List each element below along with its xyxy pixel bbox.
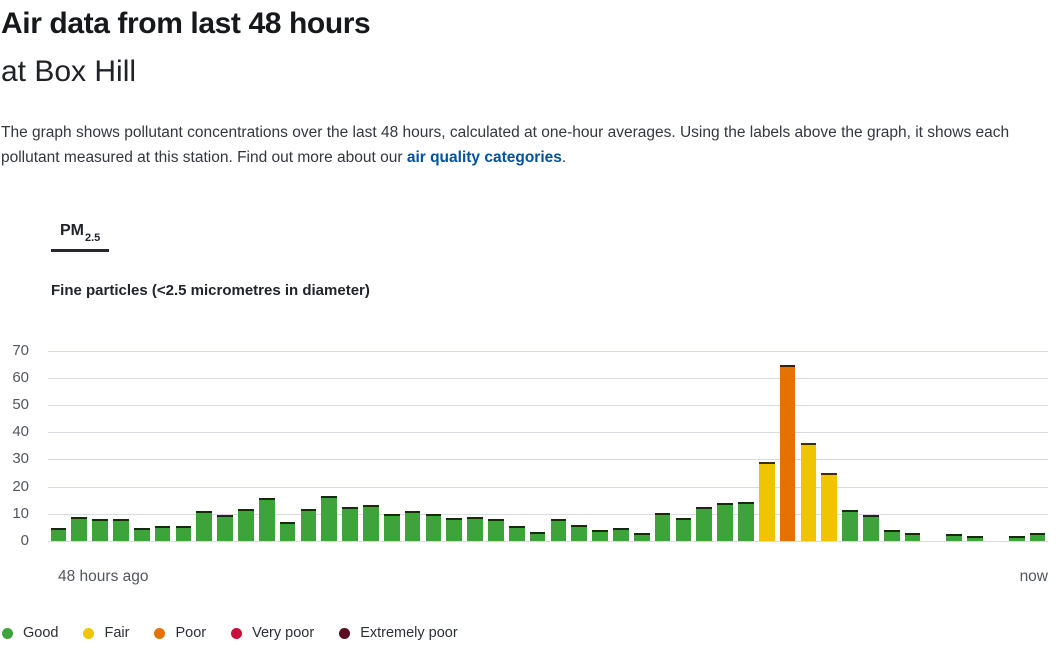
bar-hour-23-good[interactable]: [508, 526, 525, 542]
bar-hour-20-good[interactable]: [446, 518, 463, 542]
bar-hour-37-fair[interactable]: [800, 443, 817, 542]
bar-hour-44-good[interactable]: [946, 534, 963, 542]
bar-hour-8-good[interactable]: [196, 511, 213, 542]
bar-hour-36-poor[interactable]: [779, 364, 796, 542]
bar-hour-4-good[interactable]: [113, 519, 129, 542]
legend-label-fair: Fair: [104, 625, 130, 642]
legend-swatch-poor: [154, 627, 166, 639]
bar-hour-18-good[interactable]: [404, 511, 421, 542]
gridline-40: [48, 432, 1048, 434]
bar-hour-30-good[interactable]: [654, 512, 671, 542]
legend-label-extremely_poor: Extremely poor: [360, 625, 458, 642]
x-axis-end-label: now: [1019, 568, 1048, 586]
legend-item-fair: Fair: [83, 625, 129, 641]
y-tick-label-50: 50: [12, 396, 29, 414]
description: The graph shows pollutant concentrations…: [1, 120, 1060, 170]
y-tick-label-40: 40: [12, 423, 29, 441]
bar-hour-47-good[interactable]: [1008, 535, 1025, 542]
bar-hour-41-good[interactable]: [883, 530, 900, 542]
legend-item-poor: Poor: [154, 625, 206, 641]
bar-hour-17-good[interactable]: [383, 514, 400, 542]
legend-swatch-good: [2, 627, 13, 639]
bar-hour-1-good[interactable]: [50, 527, 67, 542]
pollutant-description: Fine particles (<2.5 micrometres in diam…: [51, 282, 370, 300]
bar-hour-14-good[interactable]: [321, 496, 338, 542]
bar-hour-22-good[interactable]: [488, 519, 504, 542]
bar-hour-38-fair[interactable]: [821, 473, 838, 542]
bar-hour-3-good[interactable]: [92, 519, 108, 542]
gridline-0: [48, 540, 1048, 542]
bar-hour-45-good[interactable]: [967, 535, 983, 542]
bar-hour-16-good[interactable]: [363, 504, 379, 542]
legend-label-very_poor: Very poor: [252, 625, 315, 642]
x-axis-labels: 48 hours ago now: [48, 568, 1048, 586]
legend-item-good: Good: [2, 625, 58, 641]
gridline-30: [48, 459, 1048, 461]
gridline-10: [48, 513, 1048, 515]
bar-hour-6-good[interactable]: [154, 526, 171, 542]
bar-hour-12-good[interactable]: [279, 522, 296, 542]
legend-swatch-extremely_poor: [339, 627, 351, 639]
bar-hour-31-good[interactable]: [675, 518, 692, 542]
legend-label-poor: Poor: [175, 625, 207, 642]
legend-item-extremely_poor: Extremely poor: [339, 625, 458, 641]
aqi-legend: Good Fair Poor Very poor Extremely poor: [2, 625, 1061, 641]
bar-hour-5-good[interactable]: [133, 527, 150, 542]
gridline-50: [48, 405, 1048, 407]
bar-hour-11-good[interactable]: [258, 497, 275, 542]
bar-hour-42-good[interactable]: [904, 533, 921, 542]
page-title: Air data from last 48 hours: [1, 7, 371, 40]
page-subtitle: at Box Hill: [1, 55, 137, 88]
bar-hour-48-good[interactable]: [1029, 533, 1046, 542]
bar-hour-27-good[interactable]: [592, 530, 608, 542]
y-tick-label-0: 0: [20, 531, 29, 549]
gridline-60: [48, 378, 1048, 380]
bar-hour-34-good[interactable]: [738, 501, 754, 542]
pm25-bar-chart: 70 60 50 40 30 20 10 0 48 hours ago now: [0, 342, 1061, 588]
bar-hour-39-good[interactable]: [842, 509, 858, 542]
bar-hour-9-good[interactable]: [217, 515, 233, 542]
bar-hour-32-good[interactable]: [696, 507, 713, 542]
bar-hour-28-good[interactable]: [613, 527, 629, 542]
y-tick-label-70: 70: [12, 342, 29, 360]
y-tick-label-20: 20: [12, 477, 29, 495]
x-axis-start-label: 48 hours ago: [58, 568, 149, 586]
bar-hour-15-good[interactable]: [342, 507, 358, 542]
bar-hour-10-good[interactable]: [238, 508, 254, 542]
tab-pm25-subscript: 2.5: [85, 232, 101, 245]
description-text: The graph shows pollutant concentrations…: [1, 124, 1010, 166]
gridline-20: [48, 486, 1048, 488]
bar-hour-25-good[interactable]: [550, 519, 567, 542]
bar-hour-33-good[interactable]: [717, 503, 733, 542]
description-period: .: [561, 149, 567, 166]
air-data-page: Air data from last 48 hours at Box Hill …: [0, 6, 1061, 655]
pollutant-tabs: PM2.5: [51, 222, 1061, 253]
tab-pm25-label: PM: [60, 222, 84, 239]
bar-hour-35-fair[interactable]: [758, 462, 775, 542]
bar-hour-21-good[interactable]: [467, 516, 483, 542]
bar-hour-7-good[interactable]: [175, 526, 192, 542]
chart-bars: [48, 351, 1048, 542]
y-tick-label-30: 30: [12, 450, 29, 468]
bar-hour-2-good[interactable]: [71, 516, 88, 542]
bar-hour-13-good[interactable]: [300, 508, 317, 542]
bar-hour-24-good[interactable]: [529, 531, 546, 542]
legend-swatch-fair: [83, 627, 95, 639]
air-quality-categories-link[interactable]: air quality categories: [406, 149, 562, 166]
bar-hour-29-good[interactable]: [633, 533, 650, 542]
legend-label-good: Good: [23, 625, 59, 642]
bar-hour-40-good[interactable]: [863, 515, 879, 542]
bar-hour-26-good[interactable]: [571, 524, 588, 542]
legend-item-very_poor: Very poor: [231, 625, 314, 641]
y-tick-label-10: 10: [12, 504, 29, 522]
tab-pm25[interactable]: PM2.5: [51, 222, 110, 253]
legend-swatch-very_poor: [231, 627, 243, 639]
gridline-70: [48, 351, 1048, 353]
bar-hour-19-good[interactable]: [425, 514, 442, 542]
y-tick-label-60: 60: [12, 369, 29, 387]
